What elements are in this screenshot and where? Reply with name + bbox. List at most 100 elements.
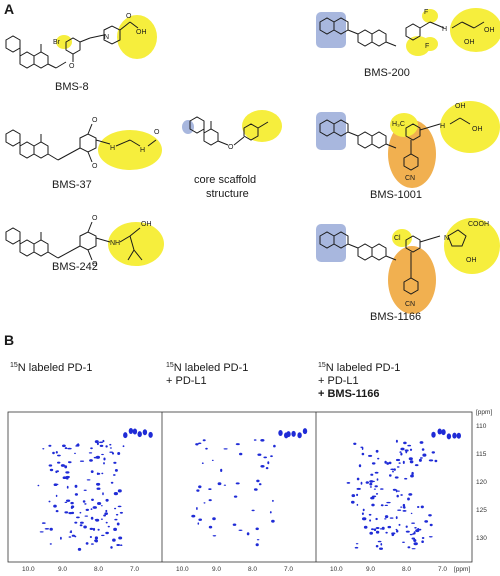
nmr-peak: [413, 542, 418, 546]
nmr-peak: [122, 445, 125, 448]
nmr-peak: [114, 518, 118, 521]
nmr-peak: [387, 525, 392, 529]
nmr-peak: [91, 498, 94, 501]
nmr-peak: [405, 450, 408, 454]
nmr-peak-cluster: [291, 430, 296, 437]
nmr-peak-cluster: [441, 429, 446, 436]
nmr-peak: [95, 518, 100, 522]
atom-br-bms8: Br: [53, 39, 61, 46]
nmr-peak: [408, 493, 413, 496]
nmr-peak: [74, 493, 78, 496]
nmr-peak: [356, 493, 359, 497]
nmr-peak: [52, 451, 55, 455]
nmr-peak: [384, 515, 389, 519]
atom-nh-bms242: NH: [110, 240, 120, 247]
nmr-peak-cluster: [137, 431, 142, 438]
nmr-peak: [373, 528, 377, 531]
structure-bms1166: [316, 218, 500, 314]
nmr-peak: [391, 533, 395, 537]
nmr-peak: [44, 528, 50, 530]
nmr-peak: [117, 505, 122, 508]
atom-h-bms37: H: [110, 145, 115, 152]
nmr-peak: [211, 459, 214, 461]
nmr-peak: [48, 464, 53, 467]
panel-b-label: B: [4, 332, 14, 348]
nmr-peak-cluster: [456, 432, 461, 439]
x-tick-9-p3: 9.0: [366, 566, 375, 573]
nmr-peak: [196, 507, 198, 510]
nmr-peak: [397, 509, 402, 511]
nmr-peak: [390, 468, 395, 471]
nmr-peak: [421, 448, 425, 451]
atom-o-top-bms242: O: [92, 215, 98, 222]
x-tick-10-p2: 10.0: [176, 566, 189, 573]
nmr-peak: [235, 482, 240, 485]
nmr-peak: [374, 471, 379, 474]
nmr-peak: [422, 453, 427, 457]
nmr-peak: [360, 481, 363, 485]
structure-core-scaffold: [182, 110, 282, 146]
nmr-peak: [409, 460, 414, 464]
nmr-peak: [419, 457, 423, 459]
atom-oh-bms242: OH: [141, 221, 152, 228]
nmr-peak: [375, 527, 380, 529]
nmr-peak: [410, 474, 414, 478]
nmr-peak: [208, 488, 212, 490]
nmr-peak: [60, 464, 65, 467]
label-bms242: BMS-242: [52, 261, 98, 273]
structure-bms242: [5, 221, 164, 266]
nmr-peak: [384, 518, 387, 520]
nmr-peak: [71, 534, 76, 537]
nmr-peak: [197, 522, 200, 525]
nmr-peak: [395, 516, 398, 520]
nmr-peak: [431, 451, 435, 454]
nmr-peak: [103, 462, 105, 465]
nmr-peak: [398, 462, 401, 464]
nmr-peak: [119, 511, 123, 514]
nmr-peak: [77, 547, 82, 551]
nmr-peak: [405, 525, 408, 528]
nmr-peak: [413, 531, 416, 535]
nmr-peak: [407, 444, 412, 447]
spectra-frames: [7, 411, 473, 563]
nmr-peak: [49, 527, 53, 531]
atom-cn-bms1166: CN: [405, 301, 415, 308]
nmr-peak: [399, 451, 402, 453]
nmr-peak: [232, 523, 237, 526]
nmr-peak: [74, 484, 78, 488]
nmr-peak: [79, 524, 83, 527]
nmr-peak: [66, 499, 71, 502]
nmr-peak: [97, 528, 100, 531]
nmr-peak: [381, 526, 385, 530]
nmr-peak: [101, 534, 105, 537]
nmr-peak: [409, 448, 413, 451]
nmr-peak: [375, 517, 378, 521]
nmr-peak: [420, 505, 424, 509]
nmr-peak: [64, 501, 68, 503]
x-axis-panel2: 10.0 9.0 8.0 7.0: [176, 566, 293, 573]
nmr-peak: [362, 517, 367, 521]
nmr-peak: [117, 452, 121, 455]
nmr-peak: [80, 521, 84, 524]
nmr-peak: [205, 447, 208, 450]
nmr-peak: [255, 543, 259, 547]
nmr-peak: [253, 439, 257, 441]
nmr-peak: [258, 483, 262, 486]
label-core-line1: core scaffold: [194, 174, 256, 186]
atom-o2-bms37: O: [154, 129, 160, 136]
nmr-peak: [361, 452, 365, 456]
nmr-peak: [351, 500, 355, 504]
nmr-peak-cluster: [132, 428, 138, 435]
x-tick-7-p3: 7.0: [438, 566, 447, 573]
nmr-peak: [380, 504, 384, 507]
nmr-peak: [272, 499, 274, 502]
caption-2-line1: N labeled PD-1: [173, 362, 249, 374]
nmr-peak: [110, 481, 114, 484]
nmr-peak: [82, 500, 86, 503]
nmr-peak: [90, 516, 94, 520]
nmr-peak: [346, 482, 351, 484]
nmr-peak: [94, 440, 99, 444]
nmr-peak: [65, 471, 70, 474]
x-tick-8-p1: 8.0: [94, 566, 103, 573]
